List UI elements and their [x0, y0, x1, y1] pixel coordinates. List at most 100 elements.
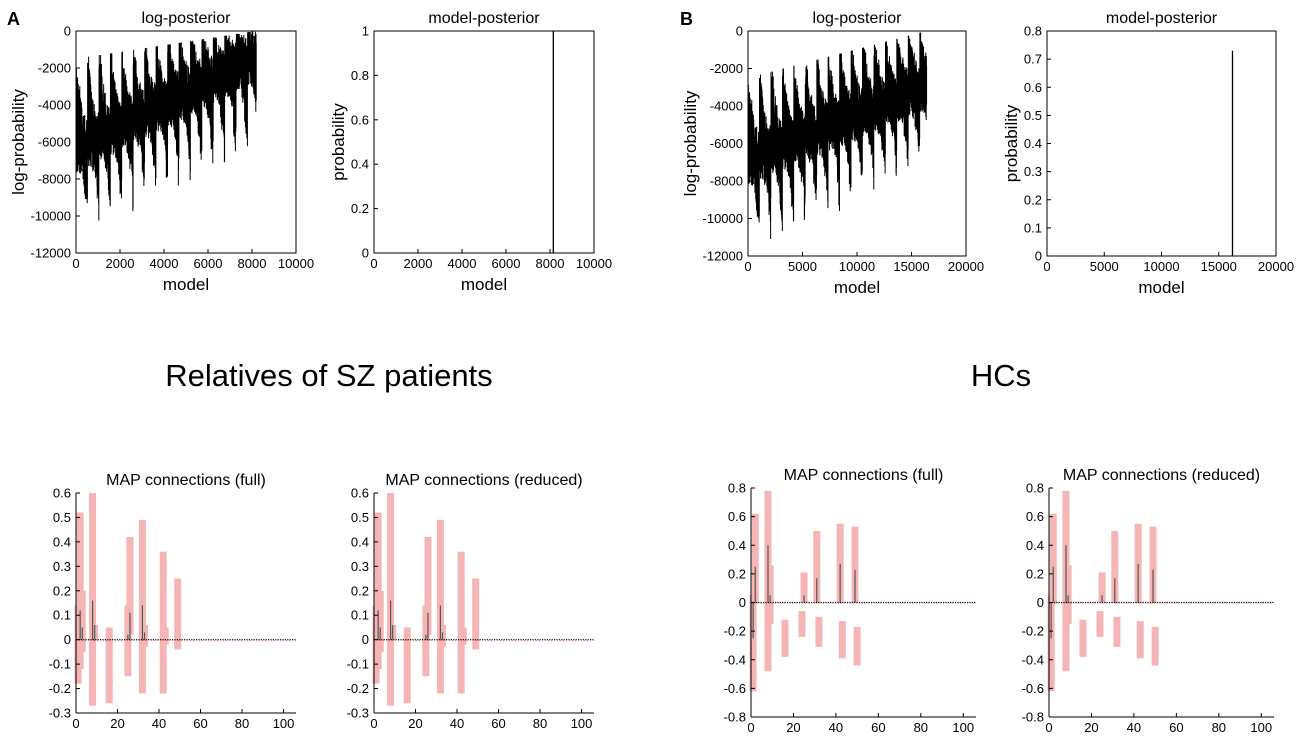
group-title-relatives: Relatives of SZ patients — [165, 358, 492, 393]
x-tick-label: 100 — [1250, 720, 1272, 735]
connection-errorbar — [853, 626, 861, 666]
y-tick-label: 0.2 — [53, 583, 71, 598]
y-tick-label: 0.6 — [351, 486, 369, 501]
y-tick-label: 0.2 — [728, 566, 746, 581]
x-tick-label: 0 — [1045, 720, 1052, 735]
group-title-hcs: HCs — [971, 358, 1031, 393]
x-tick-label: 60 — [491, 716, 505, 731]
connection-errorbar — [174, 578, 182, 650]
y-tick-label: -0.2 — [1022, 624, 1044, 639]
y-tick-label: 0 — [64, 632, 71, 647]
connection-errorbar — [838, 621, 846, 659]
chart-title: log-posterior — [142, 10, 232, 27]
panel-b-label: B — [680, 9, 693, 29]
y-tick-label: 0.6 — [1024, 80, 1042, 95]
y-tick-label: -0.1 — [49, 657, 71, 672]
chart-title: log-posterior — [813, 10, 903, 27]
y-tick-label: -0.1 — [347, 657, 369, 672]
y-tick-label: 0.7 — [1024, 52, 1042, 67]
y-tick-label: 0 — [64, 24, 71, 39]
connection-errorbar — [1079, 619, 1087, 657]
x-tick-label: 6000 — [492, 256, 521, 271]
y-tick-label: -0.6 — [724, 681, 746, 696]
chart-a-log: log-posterior 0 2000 4000 6000 8000 10000 0 -200… — [9, 10, 314, 294]
y-axis-label: probability — [329, 103, 348, 181]
y-tick-label: 0.4 — [351, 157, 369, 172]
x-tick-label: 0 — [72, 256, 79, 271]
y-tick-label: 0.1 — [351, 608, 369, 623]
x-tick-label: 0 — [747, 720, 754, 735]
y-tick-label: 0 — [362, 632, 369, 647]
connection-errorbar — [387, 493, 395, 706]
chart-hc-full: MAP connections (full) 0 20 40 60 80 100 0.8 0.6… — [724, 467, 976, 735]
connection-errorbar — [1151, 626, 1159, 666]
y-tick-label: -0.8 — [1022, 710, 1044, 725]
y-tick-label: 0.5 — [53, 510, 71, 525]
y-tick-label: 0.1 — [53, 608, 71, 623]
y-tick-label: 0 — [362, 246, 369, 261]
x-tick-label: 8000 — [536, 256, 565, 271]
y-axis-label: probability — [1002, 104, 1021, 182]
x-tick-label: 0 — [744, 259, 751, 274]
x-tick-label: 0 — [72, 716, 79, 731]
x-tick-label: 10000 — [278, 256, 314, 271]
x-tick-label: 4000 — [448, 256, 477, 271]
y-tick-label: -10000 — [31, 209, 71, 224]
connection-errorbar — [836, 523, 844, 603]
y-tick-label: 0.3 — [53, 559, 71, 574]
chart-b-model: model-posterior 0 5000 10000 15000 20000 0 0.1 0… — [1002, 10, 1294, 297]
y-tick-label: -4000 — [38, 98, 71, 113]
x-tick-label: 100 — [571, 716, 593, 731]
x-tick-label: 80 — [1212, 720, 1226, 735]
x-axis-label: model — [461, 275, 507, 294]
y-tick-label: -12000 — [703, 249, 743, 264]
x-tick-label: 80 — [914, 720, 928, 735]
x-tick-label: 60 — [1169, 720, 1183, 735]
x-tick-label: 0 — [370, 256, 377, 271]
x-tick-label: 8000 — [238, 256, 267, 271]
x-tick-label: 15000 — [1201, 259, 1237, 274]
x-tick-label: 20 — [408, 716, 422, 731]
x-tick-label: 5000 — [1090, 259, 1119, 274]
y-tick-label: 0.8 — [1024, 24, 1042, 39]
x-tick-label: 60 — [871, 720, 885, 735]
connection-errorbar — [1111, 530, 1119, 603]
y-tick-label: 0 — [1035, 249, 1042, 264]
y-tick-label: 0 — [1037, 595, 1044, 610]
y-tick-label: 0.4 — [1024, 136, 1042, 151]
x-tick-label: 5000 — [788, 259, 817, 274]
y-tick-label: 0.8 — [728, 481, 746, 496]
y-tick-label: -0.6 — [1022, 681, 1044, 696]
y-tick-label: 0.2 — [1026, 566, 1044, 581]
connection-errorbar — [89, 493, 97, 706]
x-tick-label: 10000 — [576, 256, 612, 271]
connection-errorbar — [1098, 572, 1106, 603]
y-tick-label: -8000 — [710, 174, 743, 189]
x-tick-label: 20000 — [1258, 259, 1294, 274]
y-tick-label: 0.8 — [1026, 481, 1044, 496]
y-tick-label: -0.2 — [49, 681, 71, 696]
connection-errorbar — [1113, 616, 1121, 647]
connection-errorbar — [126, 537, 134, 635]
connection-errorbar — [751, 513, 759, 603]
y-tick-label: -2000 — [38, 61, 71, 76]
y-tick-label: -0.2 — [724, 624, 746, 639]
y-tick-label: 0.2 — [351, 583, 369, 598]
chart-title: MAP connections (reduced) — [1063, 467, 1260, 484]
x-tick-label: 100 — [273, 716, 295, 731]
y-axis-label: log-probability — [9, 89, 28, 195]
y-tick-label: 0.3 — [351, 559, 369, 574]
y-tick-label: 0.5 — [1024, 108, 1042, 123]
y-tick-label: 0.4 — [53, 534, 71, 549]
y-tick-label: -0.2 — [347, 681, 369, 696]
axes-frame — [373, 30, 595, 254]
connection-errorbar — [422, 605, 430, 677]
chart-title: model-posterior — [428, 10, 540, 27]
y-tick-label: -0.4 — [724, 652, 746, 667]
x-tick-label: 0 — [1043, 259, 1050, 274]
log-posterior-trace — [747, 32, 928, 239]
y-tick-label: 0.6 — [351, 112, 369, 127]
connection-errorbar — [766, 565, 774, 624]
connection-errorbar — [800, 572, 808, 603]
y-tick-label: 0.4 — [351, 534, 369, 549]
